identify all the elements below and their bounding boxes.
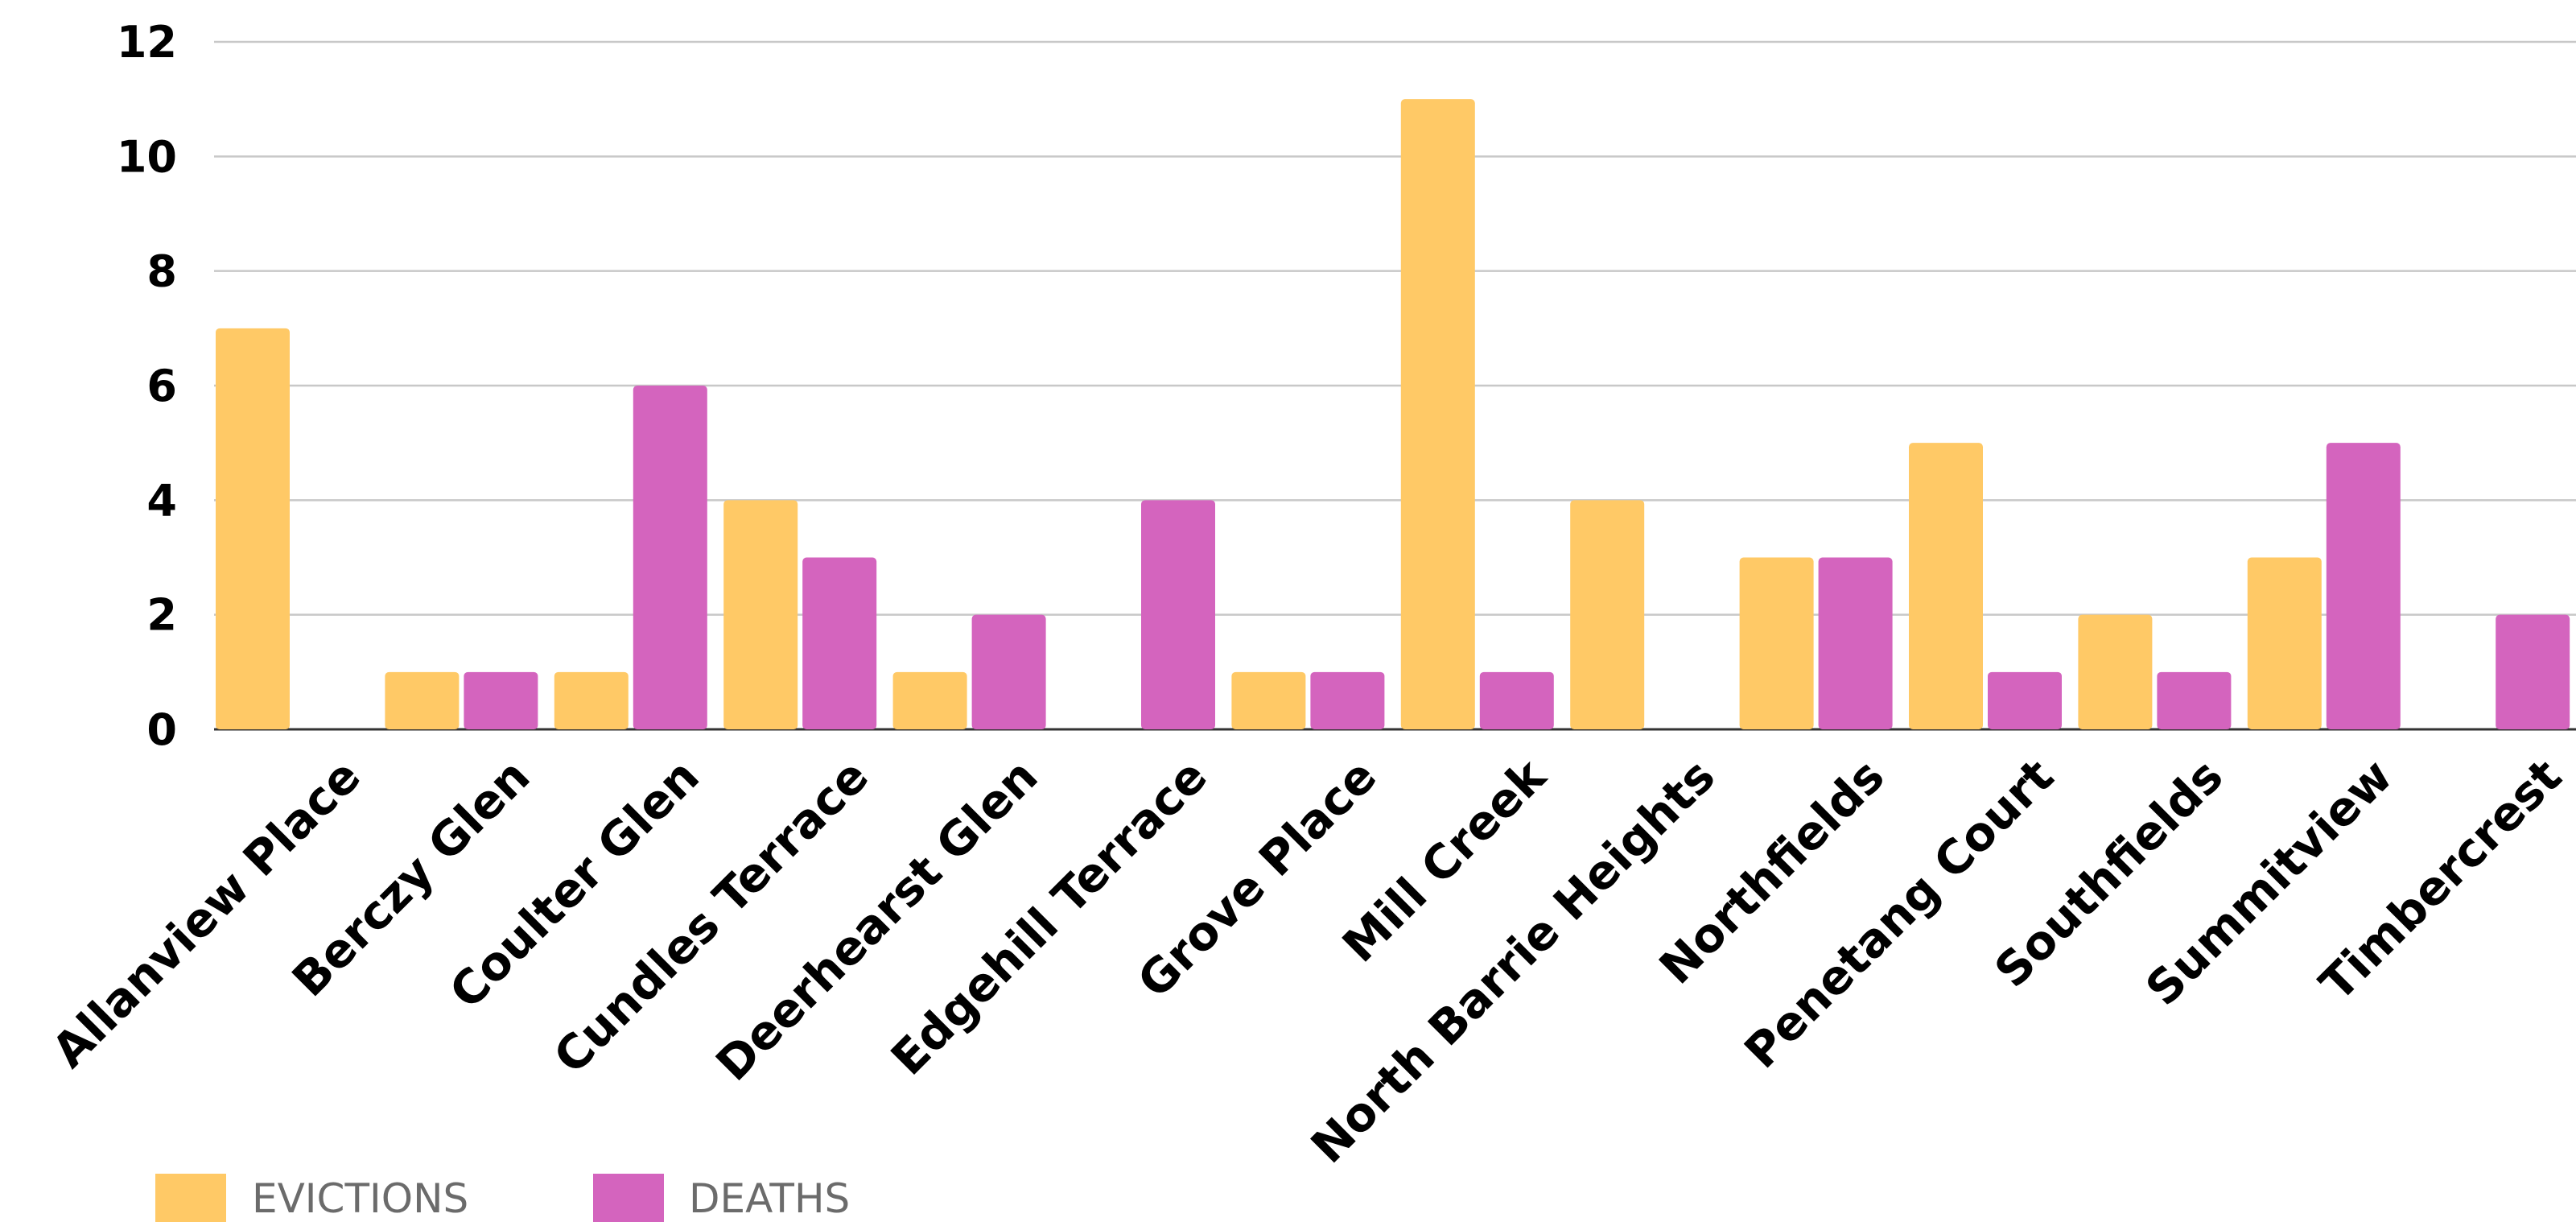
bar-evictions-8 xyxy=(1570,500,1645,729)
legend-label-evictions: EVICTIONS xyxy=(252,1175,468,1222)
legend-swatch-deaths xyxy=(593,1174,664,1222)
x-category-label: Allanview Place xyxy=(41,749,371,1079)
bar-evictions-12 xyxy=(2247,557,2322,729)
bar-deaths-1 xyxy=(464,671,538,729)
y-tick-label: 12 xyxy=(117,17,177,68)
x-category-label: Deerhearst Glen xyxy=(706,749,1049,1092)
bar-deaths-10 xyxy=(1988,671,2062,729)
y-tick-label: 6 xyxy=(146,361,177,411)
bar-deaths-4 xyxy=(971,614,1046,729)
x-category-label: Cundles Terrace xyxy=(543,749,879,1084)
legend: EVICTIONS DEATHS xyxy=(155,1174,850,1222)
bar-deaths-12 xyxy=(2326,443,2401,729)
x-category-label: Edgehill Terrace xyxy=(880,749,1218,1086)
legend-label-deaths: DEATHS xyxy=(689,1175,850,1222)
bar-evictions-3 xyxy=(723,500,798,729)
bars xyxy=(216,99,2570,729)
bar-evictions-0 xyxy=(216,328,290,729)
x-category-label: Penetang Court xyxy=(1734,749,2064,1079)
y-tick-label: 0 xyxy=(146,704,177,755)
bar-deaths-2 xyxy=(633,386,707,729)
bar-evictions-9 xyxy=(1739,557,1814,729)
bar-evictions-4 xyxy=(892,671,967,729)
bar-evictions-1 xyxy=(385,671,460,729)
y-tick-label: 2 xyxy=(146,590,177,641)
bar-evictions-7 xyxy=(1400,99,1475,729)
bar-deaths-13 xyxy=(2496,614,2570,729)
legend-swatch-evictions xyxy=(155,1174,226,1222)
bar-deaths-3 xyxy=(802,557,877,729)
bar-deaths-5 xyxy=(1141,500,1215,729)
y-tick-label: 10 xyxy=(117,131,177,182)
bar-deaths-11 xyxy=(2157,671,2232,729)
bar-evictions-11 xyxy=(2078,614,2153,729)
gridlines xyxy=(214,40,2576,731)
bar-deaths-6 xyxy=(1310,671,1385,729)
bar-evictions-10 xyxy=(1909,443,1983,729)
y-tick-label: 4 xyxy=(146,475,177,526)
bar-evictions-6 xyxy=(1231,671,1306,729)
bar-deaths-9 xyxy=(1818,557,1893,729)
bar-deaths-7 xyxy=(1479,671,1554,729)
y-tick-label: 8 xyxy=(146,246,177,297)
y-axis-tick-labels: 0 2 4 6 8 10 12 xyxy=(117,17,177,755)
bar-evictions-2 xyxy=(554,671,629,729)
